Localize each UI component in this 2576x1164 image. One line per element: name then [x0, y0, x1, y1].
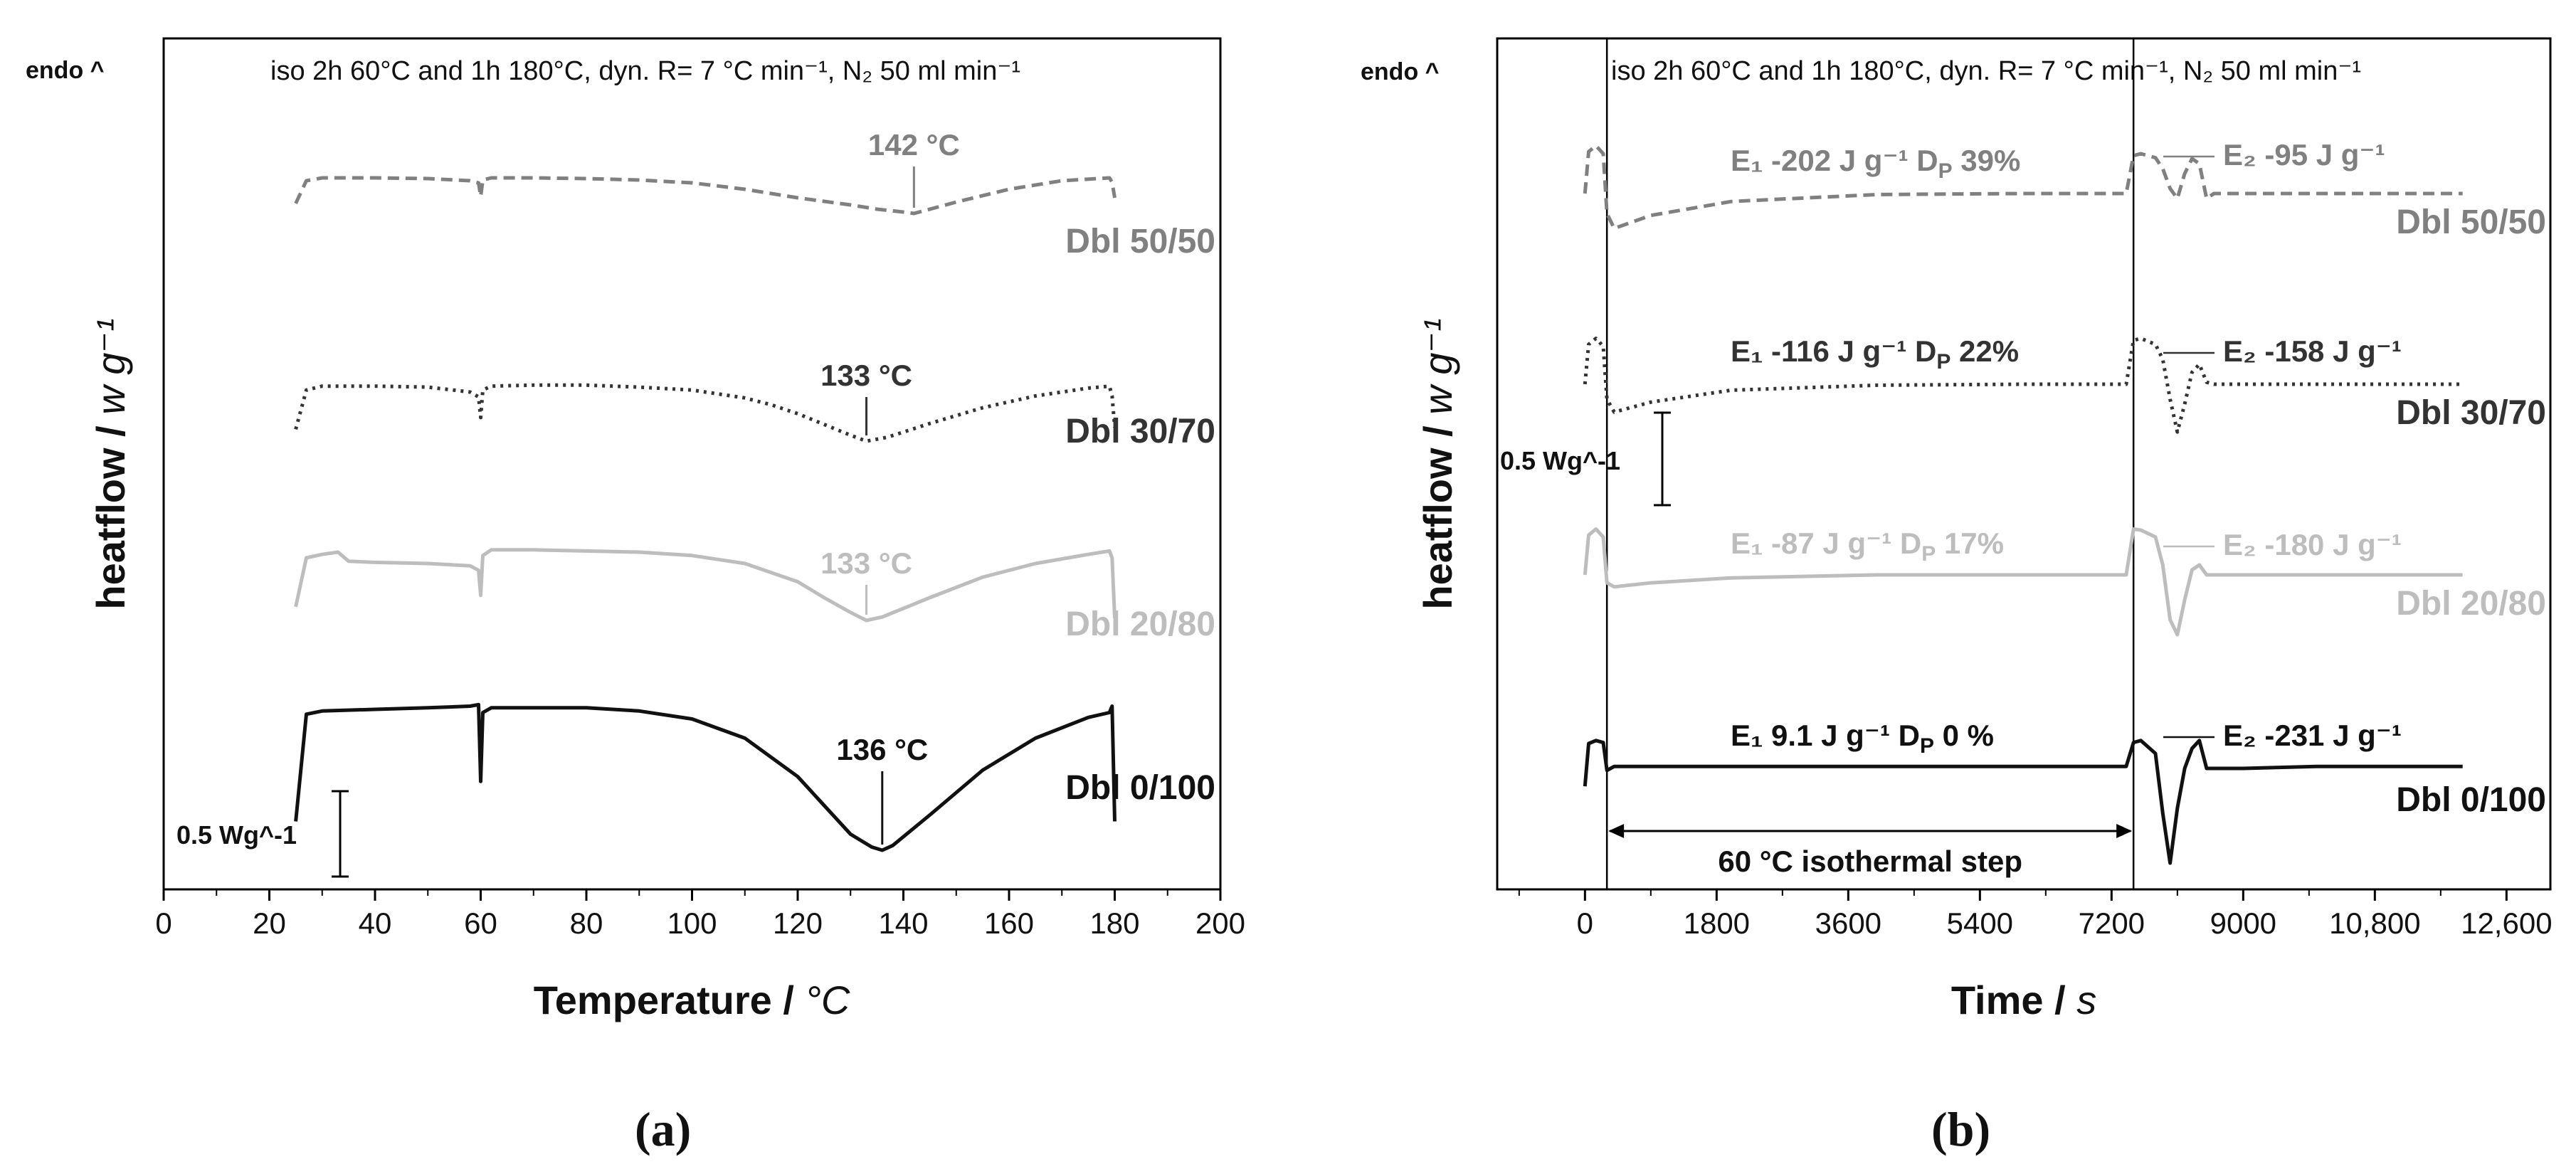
panel-b-e1-text: E₁ -202 J g⁻¹ D: [1731, 144, 1938, 177]
panel-a-x-tick-label: 200: [1195, 906, 1245, 940]
panel-b-dp-subscript: P: [1921, 542, 1936, 566]
panel-b-dp-value: 17%: [1936, 527, 2004, 560]
panel-b-e1-text: E₁ 9.1 J g⁻¹ D: [1731, 719, 1920, 752]
panel-b-dp-subscript: P: [1938, 159, 1953, 183]
panel-b-isothermal-label: 60 °C isothermal step: [1718, 845, 2022, 878]
panel-a-x-tick-label: 140: [878, 906, 928, 940]
panel-a-scale-bar-label: 0.5 Wg^-1: [176, 820, 297, 850]
panel-a-x-tick-label: 0: [155, 906, 171, 940]
panel-b-e1-text: E₁ -116 J g⁻¹ D: [1731, 334, 1936, 368]
panel-a-endo-label: endo ^: [26, 57, 105, 84]
panel-a-frame: [162, 37, 1222, 891]
panel-b-x-ticks: 0 1800 3600 5400 7200 9000 10,800 12,600: [1518, 889, 2553, 940]
panel-b-dp-value: 0 %: [1934, 719, 1994, 752]
panel-a-series-label: Dbl 0/100: [1065, 769, 1215, 807]
panel-b-frame: [1496, 37, 2552, 891]
panel-a: endo ^ iso 2h 60°C and 1h 180°C, dyn. R=…: [26, 37, 1245, 1156]
panel-a-series-label: Dbl 50/50: [1065, 223, 1215, 260]
panel-b-series-label: Dbl 0/100: [2396, 781, 2546, 819]
panel-b-y-axis-label: heatflow / w g⁻¹: [1415, 318, 1460, 609]
panel-b-series-label: Dbl 50/50: [2396, 203, 2546, 241]
panel-a-x-tick-label: 80: [570, 906, 603, 940]
panel-b-isothermal-arrowhead-left: [1608, 824, 1625, 838]
panel-b-e1-label: E₁ 9.1 J g⁻¹ DP 0 %: [1731, 719, 1994, 758]
panel-b-e1-text: E₁ -87 J g⁻¹ D: [1731, 527, 1921, 560]
panel-b-x-axis-label-main: Time /: [1951, 978, 2076, 1022]
panel-b-x-tick-label: 10,800: [2329, 906, 2420, 940]
panel-b-scale-bar-label: 0.5 Wg^-1: [1500, 446, 1620, 475]
panel-a-peak-label: 133 °C: [820, 359, 912, 392]
panel-a-x-tick-label: 100: [667, 906, 717, 940]
panel-a-x-axis-label-main: Temperature /: [534, 978, 806, 1022]
panel-a-y-axis-label: heatflow / w g⁻¹: [88, 318, 133, 609]
panel-a-x-tick-label: 40: [359, 906, 392, 940]
panel-b-dp-value: 39%: [1953, 144, 2021, 177]
panel-a-y-axis-label-main: heatflow /: [88, 415, 133, 610]
panel-b-y-axis-label-unit: w g⁻¹: [1415, 318, 1460, 414]
panel-b-x-tick-label: 3600: [1815, 906, 1881, 940]
panel-b-x-tick-label: 5400: [1947, 906, 2013, 940]
panel-a-series-line: [294, 548, 1117, 623]
panel-b-dp-value: 22%: [1951, 334, 2019, 368]
panel-a-x-tick-label: 160: [984, 906, 1034, 940]
panel-b-y-axis-label-main: heatflow /: [1415, 415, 1460, 610]
panel-a-series-line: [294, 176, 1117, 216]
panel-a-series-line: [294, 383, 1117, 443]
panel-b-dp-subscript: P: [1936, 350, 1951, 374]
panel-b-e2-label: E₂ -231 J g⁻¹: [2223, 719, 2402, 752]
panel-b-conditions: iso 2h 60°C and 1h 180°C, dyn. R= 7 °C m…: [1611, 56, 2361, 86]
panel-a-scale-bar: 0.5 Wg^-1: [176, 790, 349, 878]
panel-b: endo ^ iso 2h 60°C and 1h 180°C, dyn. R=…: [1361, 37, 2553, 1156]
panel-a-series-label: Dbl 20/80: [1065, 605, 1215, 643]
panel-a-peak-label: 142 °C: [868, 128, 960, 162]
panel-b-e1-label: E₁ -87 J g⁻¹ DP 17%: [1731, 527, 2004, 566]
panel-a-x-ticks: 0 20 40 60 80 100 120 140 160 180 200: [155, 889, 1245, 940]
panel-a-x-axis-label-unit: °C: [805, 978, 850, 1022]
panel-b-endo-label: endo ^: [1361, 58, 1440, 85]
panel-b-scale-bar: 0.5 Wg^-1: [1500, 411, 1671, 507]
panel-b-series-line: [1583, 739, 2463, 865]
panel-a-y-axis-label-unit: w g⁻¹: [88, 318, 133, 414]
panel-b-x-tick-label: 12,600: [2461, 906, 2552, 940]
panel-b-dp-subscript: P: [1920, 734, 1934, 758]
panel-a-series: 142 °C Dbl 50/50 133 °C Dbl 30/70 133 °C Dbl …: [294, 128, 1215, 852]
panel-b-isothermal-arrowhead-right: [2116, 824, 2133, 838]
panel-b-sublabel: (b): [1931, 1102, 1990, 1156]
panel-a-x-tick-label: 120: [773, 906, 823, 940]
panel-a-peak-label: 136 °C: [836, 733, 928, 766]
panel-a-x-axis-label: Temperature / °C: [534, 978, 850, 1022]
panel-b-x-tick-label: 9000: [2210, 906, 2276, 940]
panel-a-series-label: Dbl 30/70: [1065, 413, 1215, 450]
panel-a-conditions: iso 2h 60°C and 1h 180°C, dyn. R= 7 °C m…: [270, 56, 1020, 86]
panel-b-e1-label: E₁ -202 J g⁻¹ DP 39%: [1731, 144, 2020, 183]
panel-b-series-label: Dbl 20/80: [2396, 585, 2546, 623]
panel-b-e2-label: E₂ -158 J g⁻¹: [2223, 334, 2402, 368]
panel-b-e1-label: E₁ -116 J g⁻¹ DP 22%: [1731, 334, 2019, 374]
panel-b-x-axis-label: Time / s: [1951, 978, 2096, 1022]
panel-b-e2-label: E₂ -95 J g⁻¹: [2223, 138, 2385, 171]
panel-a-peak-label: 133 °C: [820, 546, 912, 580]
panel-b-series-line: [1583, 144, 2463, 231]
panel-b-x-tick-label: 0: [1577, 906, 1593, 940]
panel-b-series-label: Dbl 30/70: [2396, 394, 2546, 432]
panel-a-x-tick-label: 60: [464, 906, 497, 940]
panel-a-series-line: [294, 702, 1117, 852]
panel-b-x-axis-label-unit: s: [2076, 978, 2096, 1022]
panel-b-isothermal-guides: 60 °C isothermal step: [1605, 38, 2135, 889]
panel-b-series-line: [1583, 527, 2463, 637]
panel-a-x-tick-label: 20: [253, 906, 286, 940]
panel-b-x-tick-label: 1800: [1684, 906, 1750, 940]
panel-a-sublabel: (a): [635, 1102, 691, 1156]
panel-b-x-tick-label: 7200: [2079, 906, 2145, 940]
panel-b-series-line: [1583, 337, 2463, 434]
panel-a-x-tick-label: 180: [1089, 906, 1139, 940]
panel-b-e2-label: E₂ -180 J g⁻¹: [2223, 528, 2402, 561]
